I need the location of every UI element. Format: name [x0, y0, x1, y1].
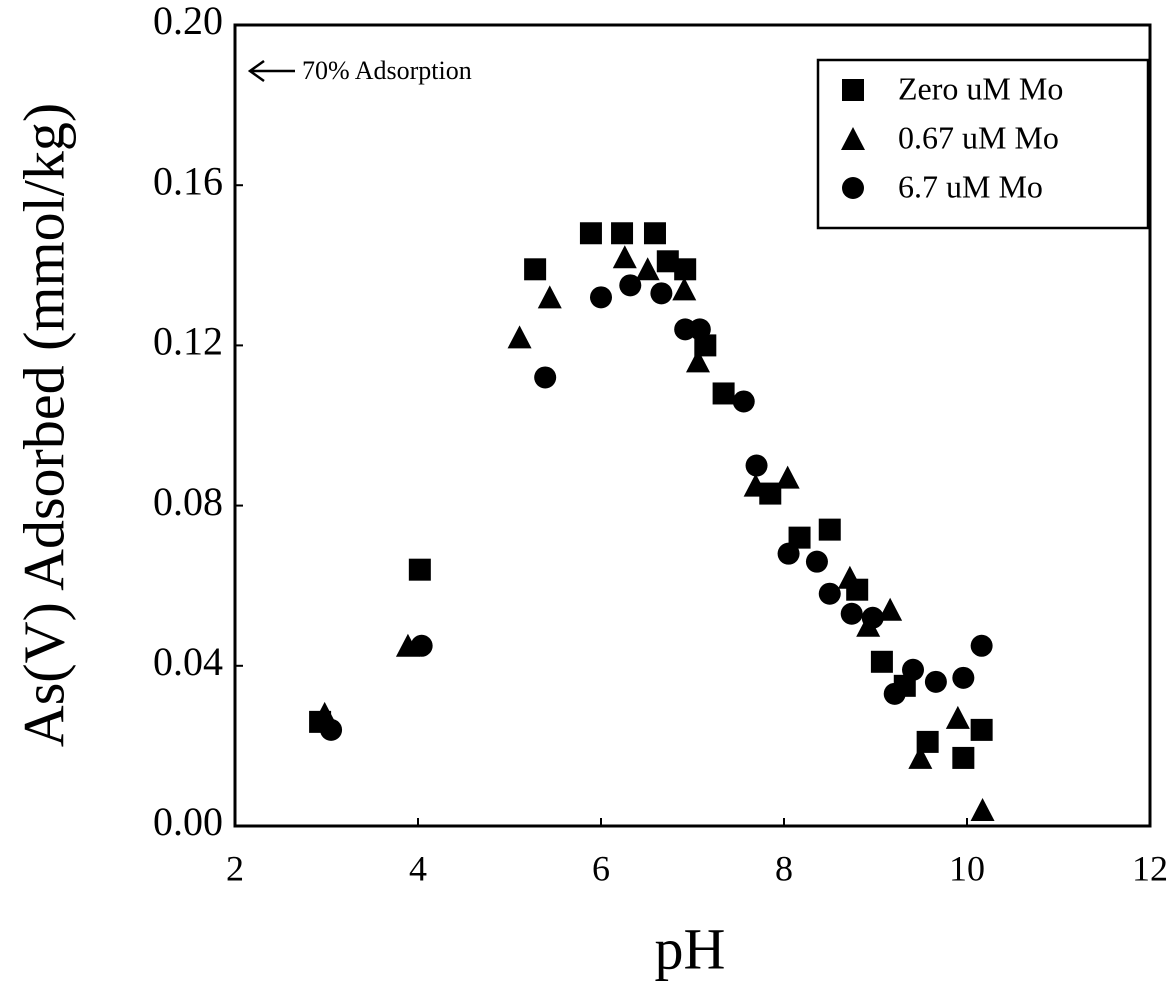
data-point	[878, 597, 903, 621]
data-point	[952, 746, 975, 769]
data-point	[612, 245, 637, 269]
data-point	[775, 465, 800, 489]
data-point	[590, 286, 612, 309]
data-point	[777, 542, 800, 565]
data-point	[788, 526, 811, 549]
data-point	[534, 366, 557, 389]
y-tick-label: 0.04	[153, 639, 223, 684]
legend-label: 0.67 uM Mo	[898, 119, 1059, 155]
x-tick-label: 6	[592, 848, 610, 888]
y-tick-label: 0.12	[153, 319, 223, 364]
y-tick-label: 0.08	[153, 479, 223, 524]
data-point	[759, 482, 782, 505]
data-point	[952, 666, 975, 689]
data-point	[970, 634, 993, 657]
data-point	[320, 718, 343, 741]
y-axis-label: As(V) Adsorbed (mmol/kg)	[11, 103, 76, 747]
data-point	[524, 258, 547, 281]
x-axis-label: pH	[655, 916, 726, 981]
y-tick-label: 0.20	[153, 0, 223, 43]
data-point	[805, 550, 828, 573]
y-tick-label: 0.00	[153, 799, 223, 844]
data-point	[883, 682, 906, 705]
legend-label: Zero uM Mo	[898, 70, 1063, 106]
y-tick-label: 0.16	[153, 158, 223, 203]
data-point	[902, 658, 925, 681]
legend-label: 6.7 uM Mo	[898, 168, 1043, 204]
legend-box	[816, 58, 1150, 230]
legend-marker	[841, 127, 865, 150]
data-point	[656, 250, 679, 273]
legend-marker	[842, 79, 864, 101]
data-point	[743, 473, 768, 497]
data-point	[635, 257, 660, 281]
x-tick-label: 10	[949, 848, 985, 888]
x-tick-label: 4	[409, 848, 427, 888]
data-point	[970, 718, 993, 741]
data-point	[408, 558, 431, 581]
data-point	[837, 565, 862, 589]
data-point	[840, 602, 863, 625]
data-point	[870, 650, 893, 673]
annotation: 70% Adsorption	[302, 56, 472, 85]
x-tick-label: 8	[775, 848, 793, 888]
data-point	[579, 222, 602, 245]
data-point	[688, 318, 711, 341]
data-point	[650, 282, 673, 305]
data-point	[818, 582, 841, 605]
data-point	[685, 349, 710, 373]
x-tick-label: 12	[1132, 848, 1168, 888]
data-point	[970, 797, 995, 821]
annotation-arrow	[247, 59, 295, 83]
data-point	[818, 518, 841, 541]
data-point	[745, 454, 768, 477]
data-point	[916, 730, 939, 753]
legend-marker	[842, 177, 864, 199]
data-point	[672, 277, 697, 301]
data-point	[674, 258, 697, 281]
data-point	[945, 705, 970, 729]
data-point	[619, 274, 642, 297]
data-point	[507, 325, 532, 349]
data-point	[908, 745, 933, 769]
data-point	[924, 670, 947, 693]
data-point	[712, 382, 735, 405]
data-point	[732, 390, 755, 413]
data-point	[643, 222, 666, 245]
data-point	[861, 606, 884, 629]
data-point	[537, 285, 562, 309]
data-point	[611, 222, 634, 245]
plot-frame	[233, 23, 1152, 828]
data-point	[410, 634, 433, 657]
x-tick-label: 2	[226, 848, 244, 888]
